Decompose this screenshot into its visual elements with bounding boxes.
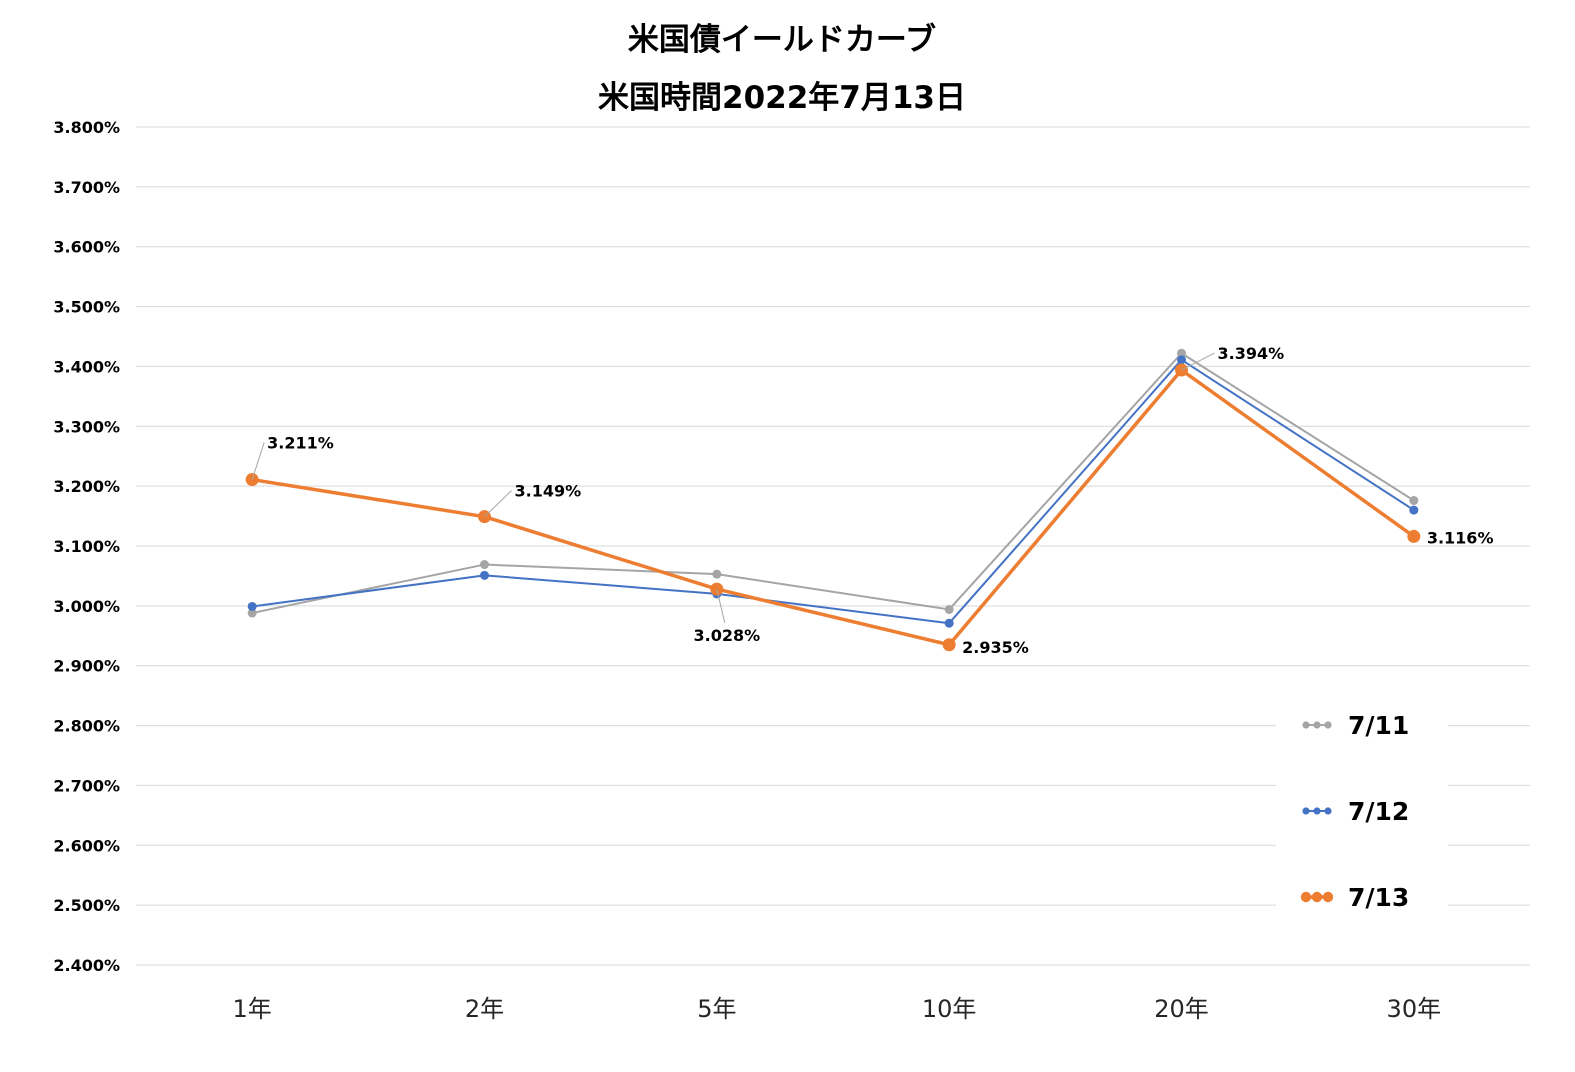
y-tick-label: 3.600% <box>53 238 120 257</box>
data-point <box>247 608 257 618</box>
data-point <box>1177 348 1186 358</box>
legend-marker <box>1300 891 1312 903</box>
data-point <box>944 604 954 614</box>
leader-line <box>484 490 512 518</box>
y-tick-label: 3.100% <box>53 537 120 556</box>
leader-line <box>1181 352 1215 371</box>
data-point <box>712 569 722 579</box>
legend-box <box>1276 695 1448 915</box>
data-label: 2.935% <box>962 638 1029 657</box>
legend-marker <box>1302 807 1310 815</box>
data-point <box>1409 505 1419 515</box>
legend: 7/11 7/12 7/13 <box>1276 695 1448 915</box>
series-7-13 <box>245 363 1421 652</box>
legend-label: 7/12 <box>1348 797 1409 826</box>
legend-marker <box>1322 891 1334 903</box>
series-line <box>251 352 1415 615</box>
series-line <box>251 368 1415 647</box>
legend-marker <box>1324 721 1332 729</box>
series-7-11 <box>247 348 1419 618</box>
data-point <box>480 560 489 570</box>
legend-marker <box>1313 807 1321 815</box>
legend-label: 7/11 <box>1348 711 1409 740</box>
data-label: 3.028% <box>694 626 761 645</box>
legend-label: 7/13 <box>1348 883 1409 912</box>
y-axis-ticks: 2.400% 2.500% 2.600% 2.700% 2.800% 2.900% 3.00… <box>53 118 120 975</box>
leader-line <box>251 442 265 480</box>
y-tick-label: 2.500% <box>53 896 120 915</box>
series-line <box>252 358 1415 625</box>
legend-item-7-11: 7/11 <box>1302 711 1409 740</box>
y-tick-label: 2.700% <box>53 776 120 795</box>
data-point <box>1177 355 1186 365</box>
x-tick-label: 2年 <box>465 995 504 1023</box>
y-tick-label: 3.200% <box>53 477 120 496</box>
data-labels: 3.211% 3.149% 3.028% 2.935% 3.394% 3.116% <box>251 344 1494 657</box>
legend-item-7-12: 7/12 <box>1302 797 1409 826</box>
y-tick-label: 2.400% <box>53 956 120 975</box>
y-tick-label: 3.300% <box>53 417 120 436</box>
y-tick-label: 2.800% <box>53 717 120 736</box>
y-tick-label: 3.500% <box>53 298 120 317</box>
x-tick-label: 10年 <box>922 995 977 1023</box>
legend-item-7-13: 7/13 <box>1300 883 1409 912</box>
legend-marker <box>1302 721 1310 729</box>
data-label: 3.394% <box>1218 344 1285 363</box>
y-tick-label: 3.400% <box>53 357 120 376</box>
x-tick-label: 5年 <box>697 995 736 1023</box>
x-tick-label: 30年 <box>1387 995 1442 1023</box>
data-point <box>1407 529 1421 543</box>
leader-line <box>716 588 726 624</box>
legend-marker <box>1324 807 1332 815</box>
data-label: 3.211% <box>267 434 334 453</box>
x-tick-label: 20年 <box>1154 995 1209 1023</box>
chart-subtitle: 米国時間2022年7月13日 <box>598 80 966 116</box>
chart-title: 米国債イールドカーブ <box>628 22 936 58</box>
y-tick-label: 2.600% <box>53 836 120 855</box>
series-group <box>245 348 1421 652</box>
data-point <box>944 618 954 628</box>
y-tick-label: 2.900% <box>53 657 120 676</box>
legend-marker <box>1311 891 1323 903</box>
y-tick-label: 3.700% <box>53 178 120 197</box>
data-point <box>480 570 489 580</box>
data-point <box>942 638 956 652</box>
data-point <box>1409 496 1419 506</box>
x-tick-label: 1年 <box>233 995 272 1023</box>
data-point <box>247 601 257 611</box>
legend-marker <box>1313 721 1321 729</box>
data-label: 3.149% <box>515 482 582 501</box>
x-axis-ticks: 1年 2年 5年 10年 20年 30年 <box>233 995 1442 1023</box>
y-tick-label: 3.000% <box>53 597 120 616</box>
data-label: 3.116% <box>1427 528 1494 547</box>
y-tick-label: 3.800% <box>53 118 120 137</box>
